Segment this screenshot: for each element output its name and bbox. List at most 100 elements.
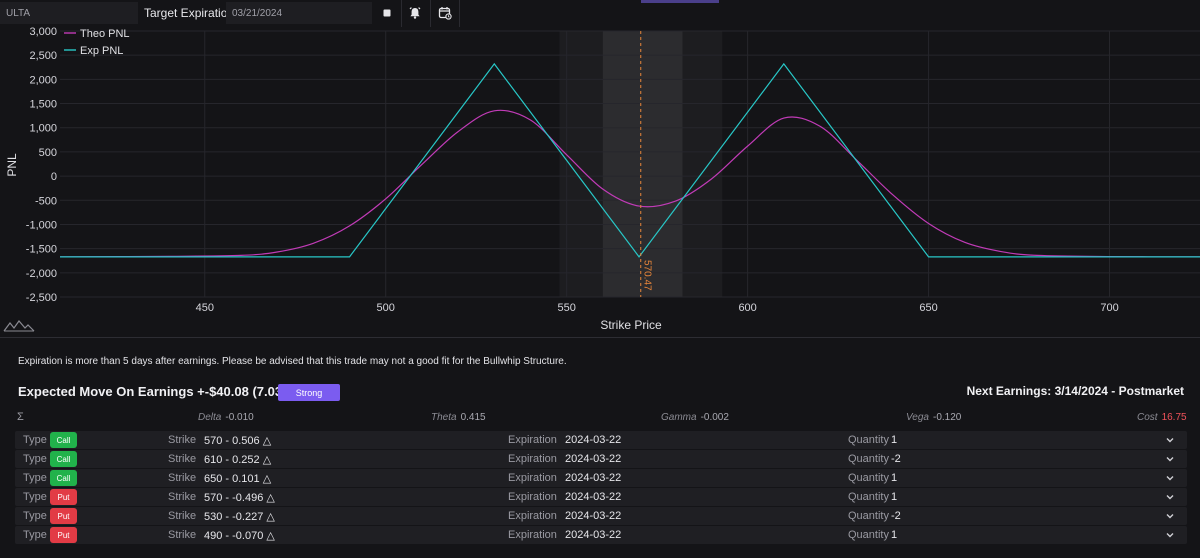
y-tick-label: 2,500	[29, 50, 57, 62]
greeks-summary: Σ Delta -0.010 Theta 0.415 Gamma -0.002 Veg…	[0, 410, 1200, 426]
pnl-chart-svg: 3,000 2,500 2,000 1,500 1,000 500 0 -500 -1,000 -…	[3, 26, 1200, 332]
toolbar-accent	[641, 0, 719, 3]
symbol-input[interactable]	[0, 2, 138, 24]
leg-type-label: Type	[23, 434, 47, 446]
leg-strike-value: 570 - 0.506 △	[204, 435, 272, 447]
leg-expiration-value: 2024-03-22	[565, 472, 622, 484]
advisory-message: Expiration is more than 5 days after ear…	[18, 356, 567, 367]
greek-vega-value: -0.120	[932, 412, 962, 423]
x-tick-label: 600	[738, 302, 756, 314]
expected-move-title: Expected Move On Earnings +-$40.08 (7.03…	[18, 384, 302, 399]
leg-quantity-label: Quantity	[848, 510, 889, 522]
option-leg-row[interactable]: Type Put Strike 490 - -0.070 △ Expiration 202…	[15, 526, 1187, 544]
leg-expiration-value: 2024-03-22	[565, 510, 622, 522]
option-leg-row[interactable]: Type Put Strike 530 - -0.227 △ Expiration 202…	[15, 507, 1187, 525]
greek-theta-value: 0.415	[460, 412, 486, 423]
leg-quantity-value: 1	[891, 472, 898, 484]
leg-strike-value: 650 - 0.101 △	[204, 473, 272, 485]
option-leg-row[interactable]: Type Call Strike 570 - 0.506 △ Expiration 202…	[15, 431, 1187, 449]
cost-value: 16.75	[1161, 412, 1187, 423]
y-tick-label: 2,000	[29, 74, 57, 86]
greek-vega-label: Vega	[906, 412, 929, 423]
alert-button[interactable]	[402, 2, 428, 24]
option-leg-row[interactable]: Type Call Strike 650 - 0.101 △ Expiration 202…	[15, 469, 1187, 487]
x-axis-label: Strike Price	[600, 318, 662, 332]
leg-expiration-label: Expiration	[508, 491, 557, 503]
option-legs-list: Type Call Strike 570 - 0.506 △ Expiration 202…	[15, 431, 1187, 545]
leg-type-badge: Call	[50, 432, 77, 448]
stop-button[interactable]	[374, 2, 400, 24]
legend-entry: Exp PNL	[80, 45, 123, 57]
y-tick-label: -500	[35, 195, 57, 207]
leg-expiration-label: Expiration	[508, 529, 557, 541]
leg-strike-label: Strike	[168, 510, 197, 522]
leg-type-label: Type	[23, 453, 47, 465]
y-tick-label: 1,500	[29, 99, 57, 111]
current-price-label: 570.47	[642, 260, 653, 291]
leg-strike-label: Strike	[168, 434, 197, 446]
x-tick-label: 650	[919, 302, 937, 314]
calendar-refresh-icon	[438, 7, 452, 20]
leg-type-badge: Call	[50, 451, 77, 467]
chevron-down-icon[interactable]	[1164, 473, 1176, 483]
greek-vega: Vega -0.120	[906, 412, 961, 423]
x-tick-label: 700	[1100, 302, 1118, 314]
chevron-down-icon[interactable]	[1164, 435, 1176, 445]
leg-strike-label: Strike	[168, 472, 197, 484]
leg-quantity-value: -2	[891, 453, 901, 465]
strength-badge[interactable]: Strong	[278, 384, 340, 401]
exp-pnl-line	[60, 62, 1200, 258]
leg-type-badge: Call	[50, 470, 77, 486]
greek-delta: Delta -0.010	[198, 412, 254, 423]
greek-delta-label: Delta	[198, 412, 222, 423]
leg-type-label: Type	[23, 510, 47, 522]
leg-expiration-label: Expiration	[508, 472, 557, 484]
chevron-down-icon[interactable]	[1164, 511, 1176, 521]
leg-strike-label: Strike	[168, 529, 197, 541]
greek-gamma-value: -0.002	[700, 412, 729, 423]
x-tick-label: 500	[377, 302, 395, 314]
y-tick-label: -1,500	[26, 244, 57, 256]
leg-quantity-label: Quantity	[848, 529, 889, 541]
option-leg-row[interactable]: Type Call Strike 610 - 0.252 △ Expiration 202…	[15, 450, 1187, 468]
leg-quantity-value: -2	[891, 510, 901, 522]
y-tick-label: 0	[51, 171, 57, 183]
leg-quantity-label: Quantity	[848, 491, 889, 503]
leg-quantity-label: Quantity	[848, 434, 889, 446]
greek-delta-value: -0.010	[225, 412, 254, 423]
leg-quantity-label: Quantity	[848, 472, 889, 484]
y-axis-label: PNL	[5, 153, 19, 177]
greek-theta-label: Theta	[431, 412, 457, 423]
target-expiration-input[interactable]	[226, 2, 372, 24]
leg-type-label: Type	[23, 529, 47, 541]
alarm-bell-icon	[409, 7, 421, 19]
toolbar: Target Expiration	[0, 0, 1200, 27]
calendar-refresh-button[interactable]	[432, 2, 458, 24]
leg-quantity-value: 1	[891, 529, 898, 541]
cost-label: Cost	[1137, 412, 1158, 423]
y-tick-label: 1,000	[29, 123, 57, 135]
leg-expiration-value: 2024-03-22	[565, 491, 622, 503]
chevron-down-icon[interactable]	[1164, 492, 1176, 502]
leg-strike-value: 610 - 0.252 △	[204, 454, 272, 466]
legend-entry: Theo PNL	[80, 28, 130, 40]
leg-strike-value: 490 - -0.070 △	[204, 530, 275, 542]
y-tick-label: -1,000	[26, 219, 57, 231]
greek-gamma: Gamma -0.002	[661, 412, 729, 423]
greek-gamma-label: Gamma	[661, 412, 697, 423]
cost: Cost 16.75	[1137, 412, 1187, 423]
next-earnings: Next Earnings: 3/14/2024 - Postmarket	[966, 384, 1184, 398]
chevron-down-icon[interactable]	[1164, 530, 1176, 540]
target-expiration-label: Target Expiration	[144, 6, 235, 20]
y-tick-label: 500	[39, 147, 57, 159]
leg-strike-label: Strike	[168, 491, 197, 503]
y-tick-label: -2,000	[26, 268, 57, 280]
leg-type-badge: Put	[50, 508, 77, 524]
chevron-down-icon[interactable]	[1164, 454, 1176, 464]
leg-quantity-value: 1	[891, 434, 898, 446]
leg-quantity-value: 1	[891, 491, 898, 503]
y-tick-label: 3,000	[29, 27, 57, 38]
leg-expiration-label: Expiration	[508, 453, 557, 465]
option-leg-row[interactable]: Type Put Strike 570 - -0.496 △ Expiration 202…	[15, 488, 1187, 506]
pnl-chart[interactable]: 3,000 2,500 2,000 1,500 1,000 500 0 -500 -1,000 -…	[0, 26, 1200, 339]
